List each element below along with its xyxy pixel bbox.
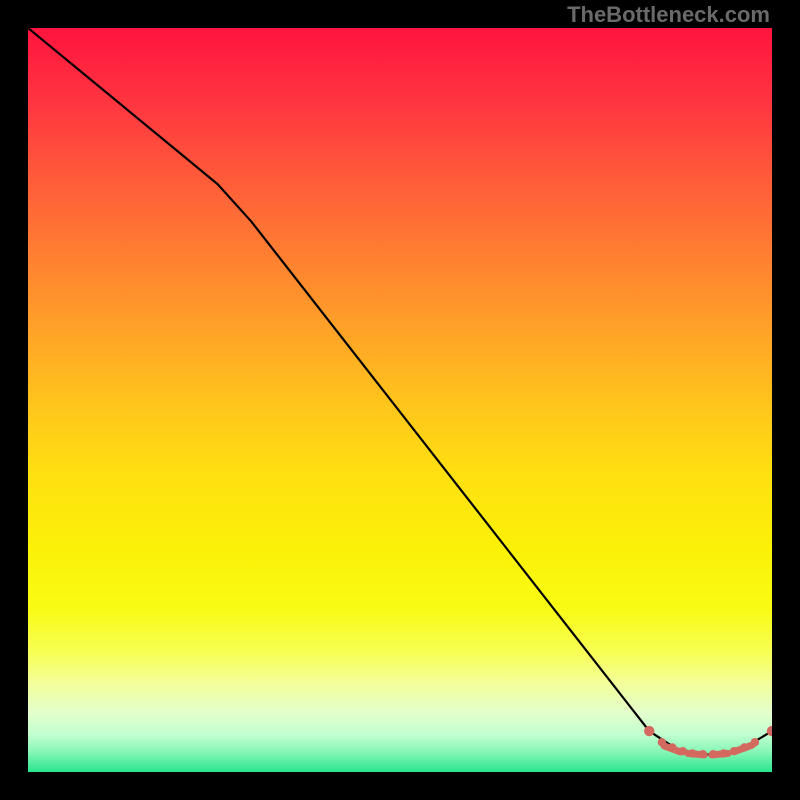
data-point [699, 750, 707, 758]
data-point [730, 747, 738, 755]
data-point [751, 738, 759, 746]
watermark-text: TheBottleneck.com [567, 2, 770, 28]
data-point [719, 749, 727, 757]
data-point [740, 743, 748, 751]
data-point [709, 750, 717, 758]
data-point [644, 726, 654, 736]
optimal-range-dashes [664, 745, 752, 755]
bottleneck-curve [28, 28, 772, 755]
data-point [668, 743, 676, 751]
data-point [679, 747, 687, 755]
chart-svg [28, 28, 772, 772]
chart-container: TheBottleneck.com [0, 0, 800, 800]
plot-area [28, 28, 772, 772]
data-point [688, 749, 696, 757]
data-point [658, 738, 666, 746]
